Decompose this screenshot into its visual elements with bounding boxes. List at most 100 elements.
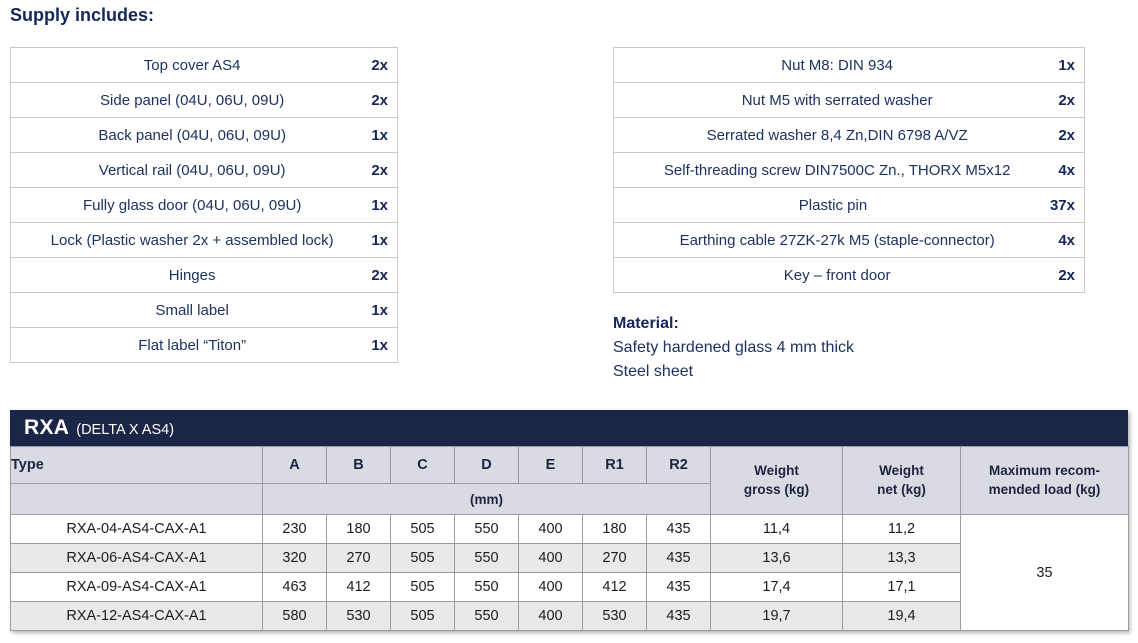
col-header-max-load: Maximum recom- mended load (kg) xyxy=(960,446,1129,515)
supply-includes-heading: Supply includes: xyxy=(10,5,155,25)
cell-r1: 180 xyxy=(582,514,647,544)
item-name: Vertical rail (04U, 06U, 09U) xyxy=(98,161,286,179)
item-qty: 1x xyxy=(371,231,388,249)
cell-type: RXA-09-AS4-CAX-A1 xyxy=(10,572,263,602)
weight-gross-line1: Weight xyxy=(754,463,799,479)
item-name: Key – front door xyxy=(783,266,891,284)
cell-b: 412 xyxy=(326,572,391,602)
cell-e: 400 xyxy=(518,601,583,631)
cell-weight-gross: 13,6 xyxy=(710,543,843,573)
cell-r2: 435 xyxy=(646,601,711,631)
item-qty: 1x xyxy=(371,196,388,214)
item-qty: 2x xyxy=(371,266,388,284)
cell-r2: 435 xyxy=(646,572,711,602)
supply-row: Self-threading screw DIN7500C Zn., THORX… xyxy=(614,153,1084,188)
empty-header-cell xyxy=(10,483,263,515)
supply-row: Nut M8: DIN 934 1x xyxy=(614,48,1084,83)
cell-e: 400 xyxy=(518,572,583,602)
item-name: Small label xyxy=(155,301,229,319)
cell-a: 320 xyxy=(262,543,327,573)
item-qty: 2x xyxy=(371,56,388,74)
cell-r1: 530 xyxy=(582,601,647,631)
cell-a: 230 xyxy=(262,514,327,544)
weight-net-line1: Weight xyxy=(879,463,924,479)
cell-a: 580 xyxy=(262,601,327,631)
cell-r2: 435 xyxy=(646,514,711,544)
cell-e: 400 xyxy=(518,543,583,573)
supply-row: Small label 1x xyxy=(11,293,397,328)
item-name: Back panel (04U, 06U, 09U) xyxy=(98,126,286,144)
item-name: Lock (Plastic washer 2x + assembled lock… xyxy=(50,231,334,249)
col-header-r2: R2 xyxy=(646,446,711,484)
cell-b: 270 xyxy=(326,543,391,573)
item-name: Fully glass door (04U, 06U, 09U) xyxy=(82,196,302,214)
material-title: Material: xyxy=(613,315,679,332)
table-row: RXA-06-AS4-CAX-A1 320 270 505 550 400 27… xyxy=(10,543,1129,573)
cell-b: 530 xyxy=(326,601,391,631)
item-name: Plastic pin xyxy=(798,196,868,214)
supply-row: Fully glass door (04U, 06U, 09U) 1x xyxy=(11,188,397,223)
spec-title-bar: RXA (DELTA X AS4) xyxy=(10,410,1128,446)
col-header-e: E xyxy=(518,446,583,484)
weight-net-line2: net (kg) xyxy=(877,481,926,497)
max-load-line1: Maximum recom- xyxy=(988,463,1101,479)
supply-table-right: Nut M8: DIN 934 1x Nut M5 with serrated … xyxy=(613,47,1085,293)
cell-weight-net: 19,4 xyxy=(842,601,961,631)
col-header-weight-net: Weight net (kg) xyxy=(842,446,961,515)
item-qty: 1x xyxy=(371,336,388,354)
cell-c: 505 xyxy=(390,601,455,631)
table-row: RXA-04-AS4-CAX-A1 230 180 505 550 400 18… xyxy=(10,514,1129,631)
item-qty: 37x xyxy=(1049,196,1075,214)
supply-row: Nut M5 with serrated washer 2x xyxy=(614,83,1084,118)
item-name: Flat label “Titon” xyxy=(138,336,247,354)
item-qty: 4x xyxy=(1058,231,1075,249)
supply-row: Hinges 2x xyxy=(11,258,397,293)
max-load-line2: mended load (kg) xyxy=(988,481,1101,497)
supply-row: Vertical rail (04U, 06U, 09U) 2x xyxy=(11,153,397,188)
cell-weight-gross: 11,4 xyxy=(710,514,843,544)
cell-r1: 412 xyxy=(582,572,647,602)
col-header-c: C xyxy=(390,446,455,484)
spec-table: Type A B C D E R1 R2 Weight gross (kg) W… xyxy=(10,446,1129,631)
supply-row: Flat label “Titon” 1x xyxy=(11,328,397,363)
item-name: Side panel (04U, 06U, 09U) xyxy=(100,91,285,109)
spec-table-subtitle: (DELTA X AS4) xyxy=(76,422,175,438)
cell-a: 463 xyxy=(262,572,327,602)
item-name: Nut M5 with serrated washer xyxy=(741,91,933,109)
item-qty: 2x xyxy=(371,91,388,109)
spec-table-section: RXA (DELTA X AS4) Type A B C D E R1 R2 W… xyxy=(10,410,1129,631)
cell-e: 400 xyxy=(518,514,583,544)
item-qty: 4x xyxy=(1058,161,1075,179)
supply-row: Back panel (04U, 06U, 09U) 1x xyxy=(11,118,397,153)
item-name: Earthing cable 27ZK-27k M5 (staple-conne… xyxy=(679,231,995,249)
col-header-type: Type xyxy=(10,446,263,484)
cell-c: 505 xyxy=(390,572,455,602)
supply-row: Top cover AS4 2x xyxy=(11,48,397,83)
item-qty: 2x xyxy=(1058,91,1075,109)
item-name: Top cover AS4 xyxy=(143,56,241,74)
cell-d: 550 xyxy=(454,514,519,544)
supply-table-left: Top cover AS4 2x Side panel (04U, 06U, 0… xyxy=(10,47,398,363)
spec-header-row: Type A B C D E R1 R2 Weight gross (kg) W… xyxy=(10,446,1129,515)
item-name: Self-threading screw DIN7500C Zn., THORX… xyxy=(663,161,1011,179)
supply-row: Key – front door 2x xyxy=(614,258,1084,293)
item-qty: 1x xyxy=(1058,56,1075,74)
col-header-r1: R1 xyxy=(582,446,647,484)
cell-type: RXA-04-AS4-CAX-A1 xyxy=(10,514,263,544)
col-header-d: D xyxy=(454,446,519,484)
material-section: Material: Safety hardened glass 4 mm thi… xyxy=(613,312,854,384)
item-qty: 1x xyxy=(371,126,388,144)
cell-max-load: 35 xyxy=(960,514,1129,631)
cell-weight-net: 13,3 xyxy=(842,543,961,573)
spec-table-title: RXA xyxy=(24,416,70,439)
cell-c: 505 xyxy=(390,514,455,544)
cell-weight-gross: 17,4 xyxy=(710,572,843,602)
item-qty: 2x xyxy=(371,161,388,179)
supply-row: Side panel (04U, 06U, 09U) 2x xyxy=(11,83,397,118)
cell-type: RXA-12-AS4-CAX-A1 xyxy=(10,601,263,631)
cell-weight-net: 17,1 xyxy=(842,572,961,602)
cell-r1: 270 xyxy=(582,543,647,573)
material-line: Safety hardened glass 4 mm thick xyxy=(613,339,855,356)
col-header-b: B xyxy=(326,446,391,484)
